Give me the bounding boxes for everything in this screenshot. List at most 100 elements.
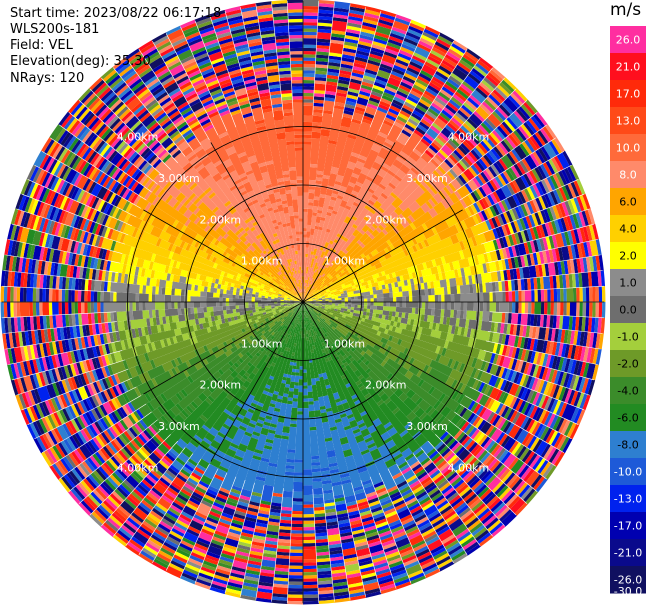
velocity-gate [573,345,580,361]
velocity-gate [331,20,348,32]
velocity-gate [336,351,341,356]
velocity-gate [506,195,518,210]
velocity-gate [475,484,488,496]
velocity-gate [497,417,507,430]
velocity-gate [122,445,134,458]
velocity-gate [419,37,435,47]
velocity-gate [433,474,445,485]
velocity-gate [335,421,347,439]
velocity-gate [408,214,415,223]
velocity-gate [349,594,366,601]
velocity-gate [289,555,303,560]
velocity-gate [461,385,481,402]
velocity-gate [303,568,318,573]
velocity-gate [529,240,536,254]
velocity-gate [313,400,321,411]
velocity-gate [545,354,552,368]
velocity-gate [438,462,450,473]
velocity-gate [308,401,314,405]
velocity-gate [598,254,604,271]
velocity-gate [258,326,263,331]
velocity-gate [455,176,465,187]
velocity-gate [227,531,241,539]
velocity-gate [126,495,139,508]
velocity-gate [219,368,233,382]
velocity-gate [314,77,327,82]
velocity-gate [526,435,538,450]
velocity-gate [303,318,305,335]
velocity-gate [303,401,309,409]
velocity-gate [100,431,111,444]
velocity-gate [312,487,324,495]
velocity-gate [359,109,387,158]
velocity-gate [410,58,425,67]
velocity-gate [495,389,503,402]
velocity-gate [396,296,403,302]
velocity-gate [592,286,596,302]
velocity-gate [309,300,316,302]
velocity-gate [341,218,356,238]
velocity-gate [487,134,499,147]
velocity-gate [522,374,530,388]
velocity-gate [473,255,480,266]
velocity-gate [391,220,399,228]
velocity-gate [389,491,401,499]
velocity-gate [171,443,184,455]
velocity-gate [351,72,364,79]
velocity-gate [439,88,453,99]
velocity-gate [530,313,535,327]
velocity-gate [552,275,557,289]
velocity-gate [457,145,468,156]
velocity-gate [290,539,303,544]
velocity-gate [549,174,559,190]
velocity-gate [424,200,465,230]
velocity-gate [414,243,421,251]
velocity-gate [469,94,482,106]
velocity-gate [463,215,477,229]
velocity-gate [366,395,390,427]
velocity-gate [208,321,213,327]
velocity-gate [419,371,457,399]
velocity-gate [32,358,39,374]
velocity-gate [508,167,518,180]
velocity-gate [475,126,488,139]
velocity-gate [291,523,303,528]
velocity-gate [488,441,499,454]
velocity-gate [482,263,488,274]
velocity-gate [312,297,316,300]
velocity-gate [265,319,270,323]
velocity-gate [335,273,340,278]
velocity-gate [529,437,540,451]
velocity-gate [436,151,447,161]
velocity-gate [407,531,422,541]
velocity-gate [89,513,103,527]
velocity-gate [504,312,509,324]
velocity-gate [447,454,458,465]
velocity-gate [505,291,509,302]
velocity-gate [380,9,397,18]
velocity-gate [87,493,101,507]
velocity-gate [273,577,289,582]
velocity-gate [251,491,263,498]
velocity-gate [300,314,303,322]
velocity-gate [314,268,318,273]
velocity-gate [275,307,285,311]
velocity-gate [221,549,236,557]
velocity-gate [589,332,595,348]
velocity-gate [269,508,282,514]
velocity-gate [449,547,465,559]
velocity-gate [23,345,30,361]
velocity-gate [283,373,288,378]
velocity-gate [419,320,431,329]
velocity-gate [439,431,449,441]
velocity-gate [303,382,308,386]
velocity-gate [547,289,551,302]
velocity-gate [95,506,110,520]
velocity-gate [463,168,475,181]
velocity-gate [322,110,334,115]
velocity-gate [309,339,312,344]
velocity-gate [361,21,378,29]
velocity-gate [334,500,346,506]
velocity-gate [441,433,452,444]
velocity-gate [265,415,273,421]
